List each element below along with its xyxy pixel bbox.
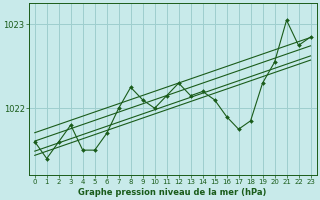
X-axis label: Graphe pression niveau de la mer (hPa): Graphe pression niveau de la mer (hPa) <box>78 188 267 197</box>
